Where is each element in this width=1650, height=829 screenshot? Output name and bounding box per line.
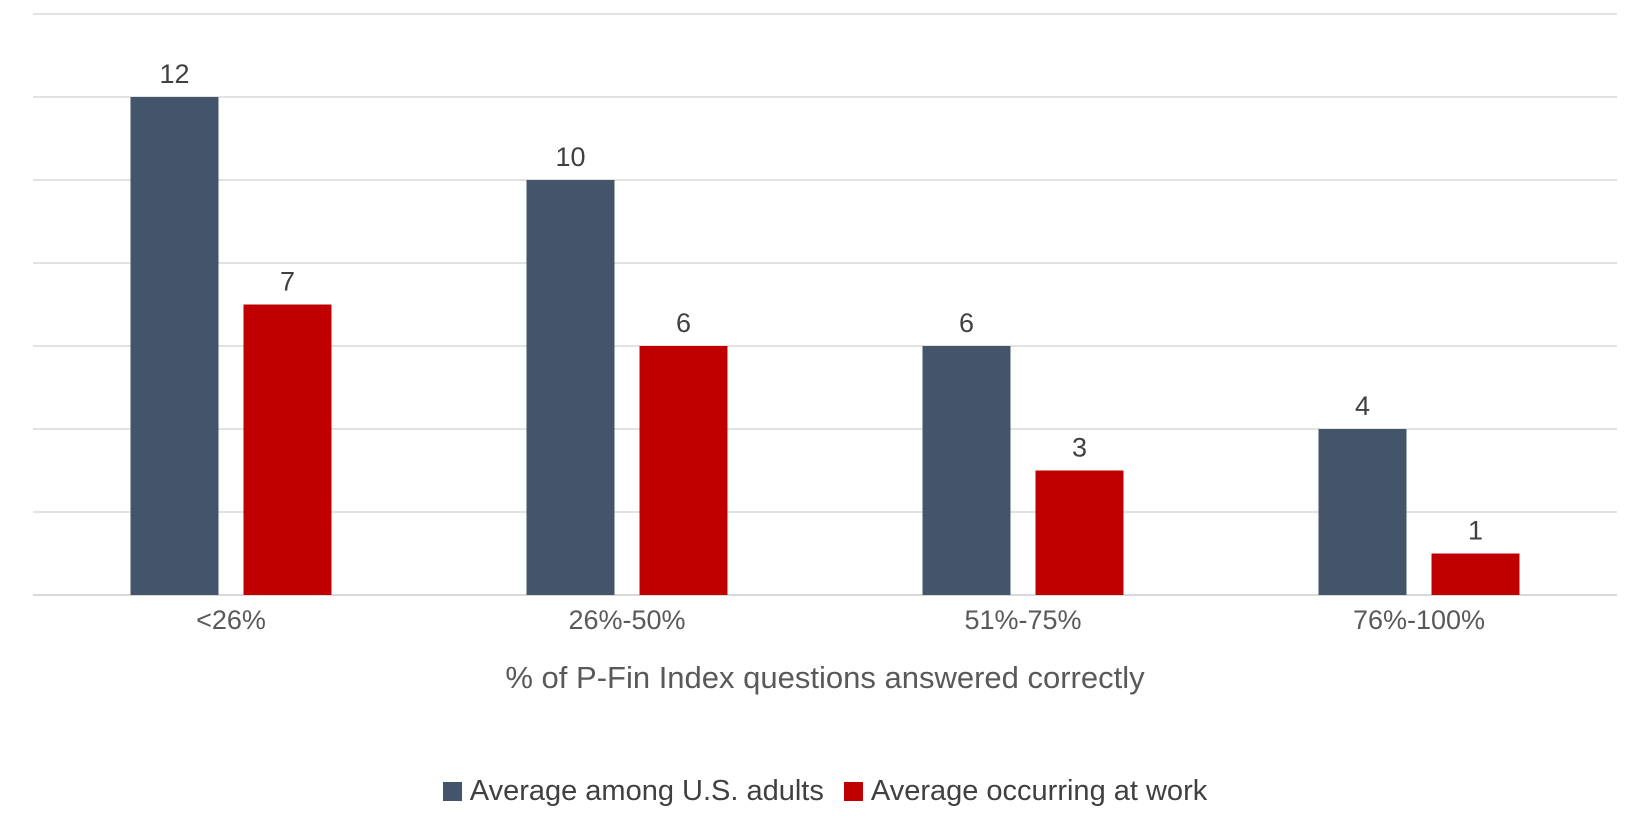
data-label: 3 — [1072, 433, 1087, 463]
x-axis-title: % of P-Fin Index questions answered corr… — [505, 660, 1145, 695]
data-label: 10 — [555, 142, 585, 172]
legend-label-at-work: Average occurring at work — [870, 775, 1208, 807]
bar-us-adults-1 — [526, 180, 615, 595]
bars — [130, 97, 1520, 595]
data-label: 12 — [159, 59, 189, 89]
data-label: 6 — [676, 308, 691, 338]
bar-at-work-1 — [639, 346, 728, 595]
value-labels: 12 7 10 6 6 3 4 1 — [159, 59, 1483, 546]
bar-us-adults-3 — [1318, 429, 1407, 595]
data-label: 4 — [1355, 391, 1370, 421]
bar-at-work-2 — [1035, 470, 1124, 595]
x-tick-label: 76%-100% — [1353, 605, 1485, 635]
legend-item-us-adults: Average among U.S. adults — [442, 775, 824, 808]
legend-item-at-work: Average occurring at work — [843, 775, 1208, 808]
legend-swatch-us-adults — [442, 782, 462, 801]
data-label: 1 — [1468, 516, 1483, 546]
bar-at-work-0 — [243, 304, 332, 595]
x-tick-label: 51%-75% — [964, 605, 1081, 635]
legend-swatch-at-work — [843, 782, 863, 801]
bar-us-adults-2 — [922, 346, 1011, 595]
legend: Average among U.S. adults Average occurr… — [0, 775, 1650, 808]
data-label: 7 — [280, 267, 295, 297]
data-label: 6 — [959, 308, 974, 338]
x-tick-label: <26% — [196, 605, 266, 635]
bar-us-adults-0 — [130, 97, 219, 595]
x-tick-label: 26%-50% — [568, 605, 685, 635]
bar-at-work-3 — [1431, 553, 1520, 595]
legend-label-us-adults: Average among U.S. adults — [469, 775, 824, 807]
x-tick-labels: <26% 26%-50% 51%-75% 76%-100% — [196, 605, 1485, 635]
